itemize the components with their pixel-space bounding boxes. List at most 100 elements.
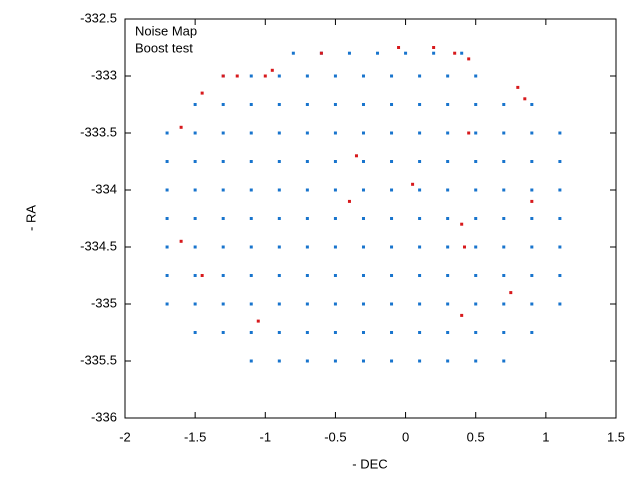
point bbox=[193, 331, 197, 334]
point bbox=[319, 51, 323, 55]
point bbox=[193, 274, 197, 277]
point bbox=[179, 239, 183, 243]
point bbox=[462, 245, 466, 249]
point bbox=[530, 331, 534, 334]
point bbox=[193, 302, 197, 306]
point bbox=[249, 331, 253, 334]
point bbox=[502, 188, 506, 192]
point bbox=[221, 217, 225, 220]
point bbox=[418, 74, 422, 78]
point bbox=[390, 188, 394, 192]
point bbox=[361, 331, 365, 334]
point bbox=[530, 245, 534, 249]
point bbox=[404, 51, 408, 55]
point bbox=[277, 302, 281, 306]
point bbox=[474, 274, 478, 277]
point bbox=[249, 188, 253, 192]
point bbox=[221, 103, 225, 106]
point bbox=[249, 217, 253, 220]
point bbox=[474, 188, 478, 192]
point bbox=[221, 274, 225, 277]
point bbox=[249, 131, 253, 135]
point bbox=[390, 74, 394, 78]
point bbox=[305, 74, 309, 78]
point bbox=[558, 274, 562, 277]
point bbox=[530, 188, 534, 192]
point bbox=[446, 274, 450, 277]
point bbox=[221, 131, 225, 135]
point bbox=[361, 131, 365, 135]
point bbox=[474, 331, 478, 334]
point bbox=[460, 313, 464, 317]
point bbox=[418, 245, 422, 249]
point bbox=[376, 51, 380, 55]
point bbox=[390, 131, 394, 135]
plot-frame bbox=[124, 18, 617, 419]
point bbox=[390, 160, 394, 163]
point bbox=[467, 57, 471, 61]
point bbox=[305, 274, 309, 277]
point bbox=[249, 302, 253, 306]
point bbox=[249, 359, 253, 363]
point bbox=[446, 331, 450, 334]
point bbox=[361, 188, 365, 192]
point bbox=[305, 188, 309, 192]
x-tick-label: -1 bbox=[260, 429, 272, 444]
point bbox=[390, 274, 394, 277]
point bbox=[333, 188, 337, 192]
point bbox=[446, 74, 450, 78]
point bbox=[361, 160, 365, 163]
point bbox=[418, 217, 422, 220]
point bbox=[165, 302, 169, 306]
point bbox=[474, 302, 478, 306]
point bbox=[446, 188, 450, 192]
point bbox=[523, 97, 527, 101]
point bbox=[432, 46, 436, 49]
point bbox=[446, 160, 450, 163]
point bbox=[390, 103, 394, 106]
x-tick-label: 1 bbox=[542, 429, 549, 444]
legend-entry: Boost test bbox=[135, 40, 193, 55]
point bbox=[193, 188, 197, 192]
point bbox=[277, 131, 281, 135]
point bbox=[446, 302, 450, 306]
point bbox=[305, 359, 309, 363]
point bbox=[446, 103, 450, 106]
point bbox=[460, 51, 464, 55]
point bbox=[474, 131, 478, 135]
point bbox=[418, 131, 422, 135]
y-axis-label: - RA bbox=[23, 205, 38, 231]
point bbox=[530, 217, 534, 220]
point bbox=[333, 274, 337, 277]
point bbox=[200, 274, 204, 277]
x-tick-label: 0 bbox=[402, 429, 409, 444]
x-tick-label: 1.5 bbox=[607, 429, 625, 444]
point bbox=[333, 103, 337, 106]
point bbox=[165, 274, 169, 277]
point bbox=[333, 131, 337, 135]
point bbox=[221, 160, 225, 163]
point bbox=[502, 359, 506, 363]
point bbox=[333, 359, 337, 363]
point bbox=[270, 68, 274, 72]
point bbox=[418, 274, 422, 277]
point bbox=[474, 359, 478, 363]
point bbox=[558, 245, 562, 249]
point bbox=[221, 302, 225, 306]
point bbox=[249, 245, 253, 249]
point bbox=[418, 302, 422, 306]
point bbox=[256, 319, 260, 323]
y-tick-label: -332.5 bbox=[80, 10, 117, 25]
point bbox=[558, 160, 562, 163]
point bbox=[165, 217, 169, 220]
point bbox=[432, 51, 436, 55]
x-tick-label: 0.5 bbox=[467, 429, 485, 444]
point bbox=[530, 131, 534, 135]
point bbox=[474, 74, 478, 78]
point bbox=[509, 291, 513, 295]
y-tick-label: -334.5 bbox=[80, 238, 117, 253]
point bbox=[165, 160, 169, 163]
x-tick-label: -2 bbox=[119, 429, 131, 444]
point bbox=[221, 188, 225, 192]
